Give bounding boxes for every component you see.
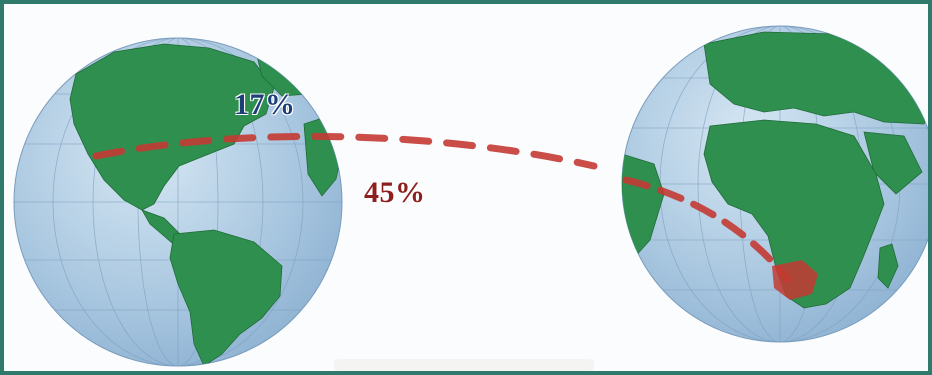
route-lower (622, 176, 792, 284)
label-17-percent: 17% (234, 88, 296, 121)
africa-globe (621, 25, 928, 343)
globe-map (13, 25, 928, 367)
route-upper (92, 132, 598, 170)
label-45-percent: 45% (364, 176, 426, 209)
faint-caption-area (334, 359, 594, 371)
